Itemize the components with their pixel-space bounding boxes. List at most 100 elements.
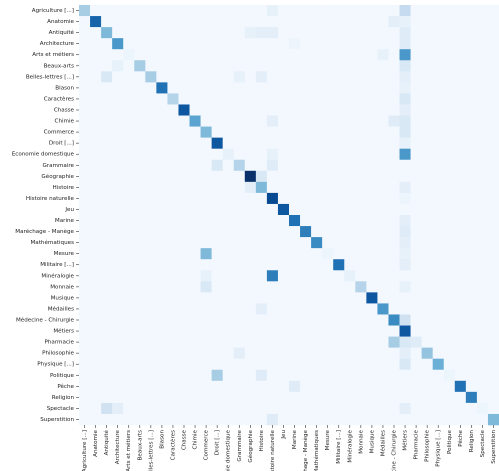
heatmap-cell [333, 49, 345, 61]
heatmap-cell [410, 259, 422, 271]
heatmap-cell [465, 226, 478, 238]
heatmap-cell [145, 303, 157, 315]
heatmap-cell [222, 336, 235, 348]
heatmap-cell [476, 126, 489, 138]
heatmap-cell [167, 181, 179, 194]
heatmap-cell [410, 215, 422, 227]
heatmap-cell [377, 391, 389, 404]
heatmap-cell [200, 137, 212, 149]
heatmap-cell [399, 192, 411, 205]
heatmap-cell [167, 115, 179, 127]
heatmap-cell [90, 391, 102, 404]
heatmap-cell [79, 170, 91, 183]
heatmap-cell [443, 126, 456, 138]
heatmap-cell [377, 303, 389, 315]
heatmap-cell [465, 358, 478, 371]
heatmap-cell [333, 137, 345, 149]
heatmap-cell [322, 148, 334, 161]
heatmap-cell [178, 71, 190, 83]
heatmap-cell [266, 5, 279, 17]
heatmap-cell [454, 391, 467, 404]
heatmap-cell [421, 226, 433, 238]
heatmap-cell [443, 16, 456, 28]
heatmap-cell [112, 49, 124, 61]
heatmap-cell [432, 391, 445, 404]
heatmap-cell [101, 203, 113, 216]
heatmap-cell [410, 248, 422, 260]
heatmap-cell [101, 413, 113, 426]
heatmap-cell [322, 203, 334, 216]
heatmap-cell [244, 259, 257, 271]
heatmap-cell [432, 314, 445, 326]
heatmap-cell [123, 203, 135, 216]
heatmap-cell [134, 16, 146, 28]
heatmap-cell [443, 192, 456, 205]
heatmap-cell [178, 60, 190, 72]
heatmap-cell [388, 27, 400, 39]
heatmap-cell [101, 358, 113, 371]
heatmap-cell [266, 336, 279, 348]
heatmap-cell [432, 148, 445, 161]
heatmap-cell [443, 413, 456, 426]
heatmap-cell [311, 104, 323, 116]
heatmap-cell [123, 292, 135, 304]
heatmap-cell [167, 259, 179, 271]
heatmap-cell [123, 413, 135, 426]
heatmap-cell [244, 314, 257, 326]
heatmap-cell [366, 38, 378, 50]
heatmap-cell [443, 203, 456, 216]
heatmap-cell [200, 259, 212, 271]
heatmap-cell [355, 402, 367, 415]
heatmap-cell [255, 38, 268, 50]
heatmap-cell [266, 115, 279, 127]
heatmap-cell [101, 303, 113, 315]
heatmap-cell [487, 115, 499, 127]
heatmap-cell [277, 115, 290, 127]
x-tick-label: Caractères [169, 430, 176, 460]
heatmap-cell [388, 347, 400, 359]
heatmap-cell [355, 148, 367, 161]
heatmap-cell [145, 148, 157, 161]
heatmap-cell [366, 126, 378, 138]
heatmap-cell [156, 5, 168, 17]
heatmap-cell [388, 60, 400, 72]
heatmap-cell [454, 38, 467, 50]
heatmap-cell [90, 148, 102, 161]
heatmap-cell [266, 358, 279, 371]
heatmap-cell [388, 270, 400, 282]
heatmap-cell [266, 325, 279, 337]
heatmap-cell [410, 358, 422, 371]
heatmap-cell [211, 71, 223, 83]
heatmap-cell [277, 347, 290, 359]
heatmap-cell [399, 115, 411, 127]
heatmap-cell [355, 49, 367, 61]
heatmap-cell [189, 148, 201, 161]
heatmap-cell [289, 281, 301, 293]
heatmap-cell [189, 137, 201, 149]
heatmap-cell [255, 115, 268, 127]
heatmap-cell [421, 281, 433, 293]
heatmap-cell [311, 5, 323, 17]
heatmap-cell [255, 148, 268, 161]
heatmap-cell [366, 71, 378, 83]
heatmap-cell [487, 237, 499, 249]
heatmap-cell [112, 270, 124, 282]
heatmap-cell [244, 5, 257, 17]
heatmap-cell [222, 215, 235, 227]
heatmap-cell [344, 5, 356, 17]
heatmap-cell [145, 380, 157, 393]
heatmap-cell [244, 115, 257, 127]
heatmap-cell [388, 215, 400, 227]
heatmap-cell [167, 336, 179, 348]
heatmap-cell [211, 27, 223, 39]
heatmap-cell [366, 402, 378, 415]
heatmap-cell [465, 259, 478, 271]
heatmap-cell [333, 248, 345, 260]
heatmap-cell [167, 402, 179, 415]
heatmap-cell [487, 281, 499, 293]
heatmap-cell [90, 281, 102, 293]
x-tick-label: Médailles [379, 430, 386, 456]
heatmap-cell [344, 314, 356, 326]
heatmap-cell [112, 413, 124, 426]
heatmap-cell [355, 369, 367, 382]
